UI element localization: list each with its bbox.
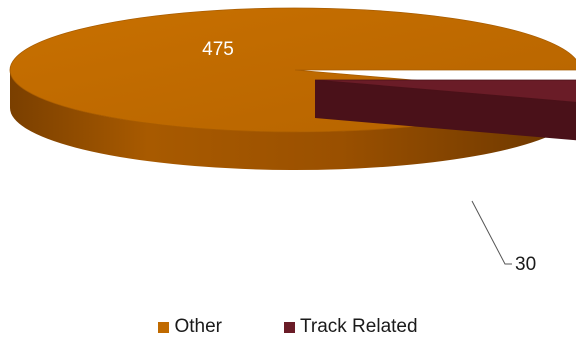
legend-item-other: Other: [158, 316, 222, 338]
data-label-track-related-leader: [471, 200, 512, 265]
legend-swatch-track-related: [283, 321, 295, 333]
slice-other-side: [10, 70, 561, 170]
slice-track-related-front-wall: [315, 80, 576, 141]
legend-item-track-related: Track Related: [283, 316, 418, 338]
slice-track-related-top: [314, 79, 576, 103]
legend: Other Track Related: [0, 316, 576, 338]
legend-swatch-other: [158, 321, 170, 333]
data-label-other: 475: [202, 39, 234, 60]
data-label-track-related: 30: [515, 254, 536, 275]
legend-label-track-related: Track Related: [299, 316, 418, 337]
legend-label-other: Other: [174, 316, 222, 337]
